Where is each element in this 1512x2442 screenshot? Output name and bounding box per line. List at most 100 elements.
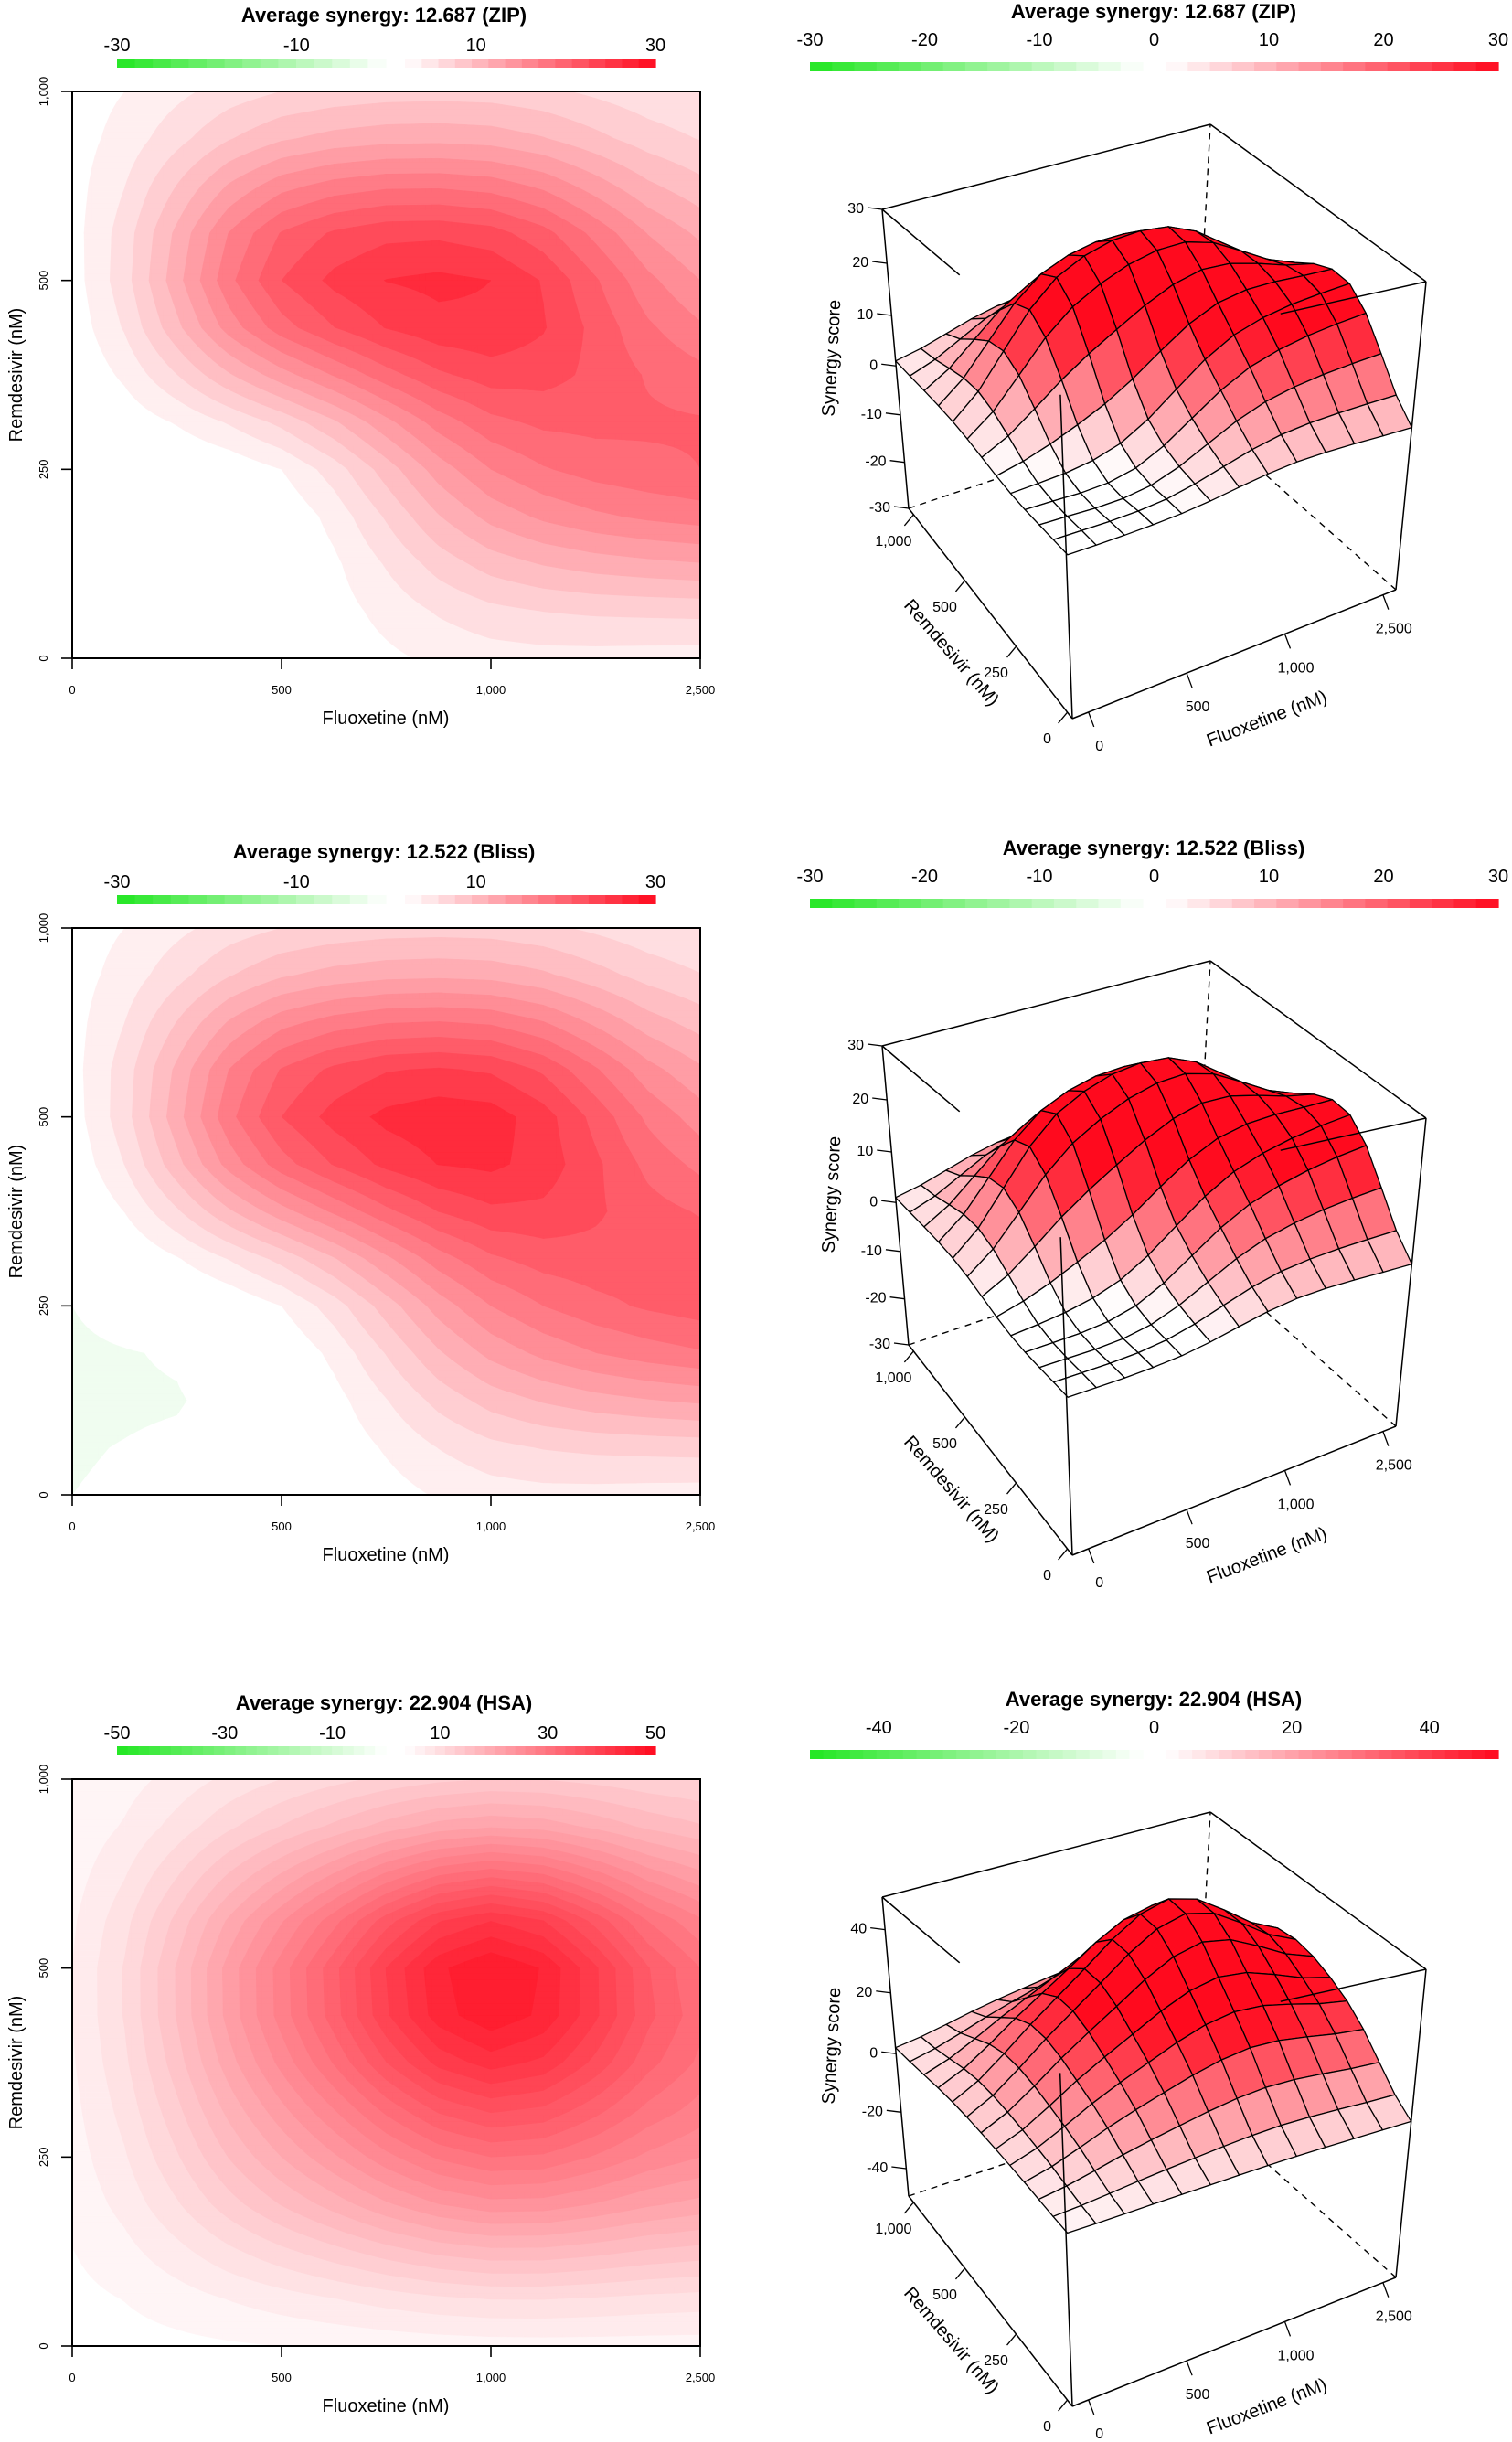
z-tick-label: -10: [861, 1243, 882, 1259]
remdesivir-tick-mark: [1006, 645, 1017, 658]
surface-colorbar: [810, 899, 1499, 908]
z-tick-label: -20: [865, 1291, 886, 1306]
box-edge: [1395, 1117, 1427, 1427]
colorbar-tick-label: 0: [1149, 867, 1159, 887]
colorbar-block-negative: [332, 59, 351, 68]
x-axis-title: Fluoxetine (nM): [323, 1545, 450, 1565]
z-tick-label: -20: [865, 454, 886, 470]
fluoxetine-tick-label: 2,500: [1376, 1458, 1412, 1474]
colorbar-block-positive: [1453, 899, 1477, 908]
colorbar-tick-label: -10: [1027, 30, 1053, 50]
colorbar-block-negative: [889, 1750, 904, 1759]
colorbar-block-positive: [505, 1746, 516, 1755]
heatmap-axes: 0 500 1,000 2,500 0 250 500 1,000: [37, 1765, 715, 2384]
heatmap-contour-bands: [71, 927, 701, 1496]
box-edge: [908, 2195, 1073, 2407]
colorbar-block-positive: [1298, 62, 1322, 71]
x-tick-label: 1,000: [476, 1520, 506, 1533]
colorbar-block-positive: [585, 1746, 596, 1755]
colorbar-block-negative: [1076, 62, 1100, 71]
z-tick-mark: [877, 313, 892, 316]
colorbar-block-negative: [246, 1746, 258, 1755]
box-edge: [881, 123, 1211, 210]
colorbar-block-negative: [117, 1746, 129, 1755]
y-tick-label: 1,000: [37, 1765, 50, 1795]
colorbar-block-positive: [1245, 1750, 1260, 1759]
colorbar-block-negative: [260, 59, 279, 68]
y-tick-label: 500: [37, 1958, 50, 1978]
box-edge: [881, 960, 1211, 1047]
colorbar-block-negative: [160, 1746, 172, 1755]
colorbar-block-positive: [525, 1746, 537, 1755]
colorbar-tick-label: 30: [1488, 30, 1508, 50]
x-tick-label: 1,000: [476, 2371, 506, 2384]
y-tick-label: 250: [37, 459, 50, 479]
colorbar-block-positive: [588, 895, 606, 904]
colorbar-block-positive: [1391, 1750, 1406, 1759]
box-edge: [881, 208, 961, 276]
colorbar-tick-label: -40: [866, 1718, 892, 1738]
colorbar-block-positive: [405, 895, 422, 904]
fluoxetine-tick-mark: [1088, 1548, 1095, 1564]
colorbar-block-negative: [899, 899, 921, 908]
z-tick-mark: [872, 261, 888, 264]
colorbar-block-positive: [488, 59, 506, 68]
colorbar-tick-label: -30: [797, 30, 824, 50]
surface-axes: -40 -20 0 20 40 0 250 500 1,000 0 500 1,000 2,500: [850, 1922, 1412, 2442]
colorbar-block-positive: [605, 895, 623, 904]
surface-facet: [1052, 1371, 1097, 1398]
colorbar-block-negative: [1115, 1750, 1131, 1759]
plot-frame: [71, 91, 701, 659]
colorbar-tick-label: 20: [1282, 1718, 1302, 1738]
surface-box-edges: [881, 1811, 1427, 2407]
box-edge: [881, 1045, 961, 1113]
colorbar-block-negative: [242, 59, 261, 68]
colorbar-tick-label: -10: [319, 1723, 346, 1744]
fluoxetine-tick-label: 1,000: [1277, 2348, 1314, 2363]
colorbar-block-positive: [1387, 62, 1411, 71]
colorbar-block-negative: [849, 1750, 864, 1759]
colorbar-block-negative: [1129, 1750, 1144, 1759]
surface-colorbar: [810, 1750, 1499, 1759]
box-edge: [1209, 123, 1427, 283]
colorbar-block-positive: [1231, 62, 1255, 71]
colorbar-block-positive: [1471, 1750, 1486, 1759]
colorbar-block-positive: [521, 895, 539, 904]
fluoxetine-tick-label: 1,000: [1277, 660, 1314, 676]
colorbar-block-positive: [1387, 899, 1411, 908]
fluoxetine-tick-mark: [1382, 594, 1390, 610]
z-tick-mark: [867, 207, 883, 210]
colorbar-block-negative: [242, 895, 261, 904]
surface3d-panel: Average synergy: 22.904 (HSA) -40 -20 0 20 4…: [810, 1688, 1499, 2442]
z-tick-mark: [870, 1926, 886, 1931]
colorbar-block-positive: [1205, 1750, 1219, 1759]
colorbar-block-negative: [332, 895, 351, 904]
colorbar-block-negative: [1009, 899, 1033, 908]
box-hidden-edge: [1194, 411, 1397, 591]
colorbar-block-positive: [454, 59, 473, 68]
colorbar-block-positive: [622, 895, 640, 904]
colorbar-block-negative: [836, 1750, 851, 1759]
z-tick-label: 20: [857, 1985, 873, 2000]
colorbar-block-positive: [1432, 899, 1455, 908]
fluoxetine-tick-mark: [1382, 1431, 1390, 1446]
colorbar-block-negative: [203, 1746, 215, 1755]
colorbar-tick-label: 20: [1373, 30, 1393, 50]
z-tick-label: 30: [847, 201, 864, 217]
colorbar-block-negative: [810, 899, 833, 908]
colorbar-block-positive: [605, 1746, 616, 1755]
remdesivir-tick-label: 500: [932, 600, 957, 615]
colorbar-tick-label: 30: [645, 36, 665, 56]
colorbar-block-positive: [1365, 1750, 1379, 1759]
colorbar-block-negative: [810, 62, 833, 71]
fluoxetine-tick-mark: [1186, 1509, 1193, 1525]
fluoxetine-tick-mark: [1283, 634, 1292, 649]
colorbar-block-positive: [1351, 1750, 1366, 1759]
colorbar-block-negative: [314, 59, 333, 68]
colorbar-block-positive: [1209, 899, 1233, 908]
colorbar-block-negative: [192, 1746, 204, 1755]
z-tick-label: 20: [852, 1092, 868, 1107]
colorbar-block-positive: [1432, 1750, 1446, 1759]
remdesivir-tick-label: 0: [1043, 1568, 1051, 1584]
colorbar-block-positive: [605, 59, 623, 68]
